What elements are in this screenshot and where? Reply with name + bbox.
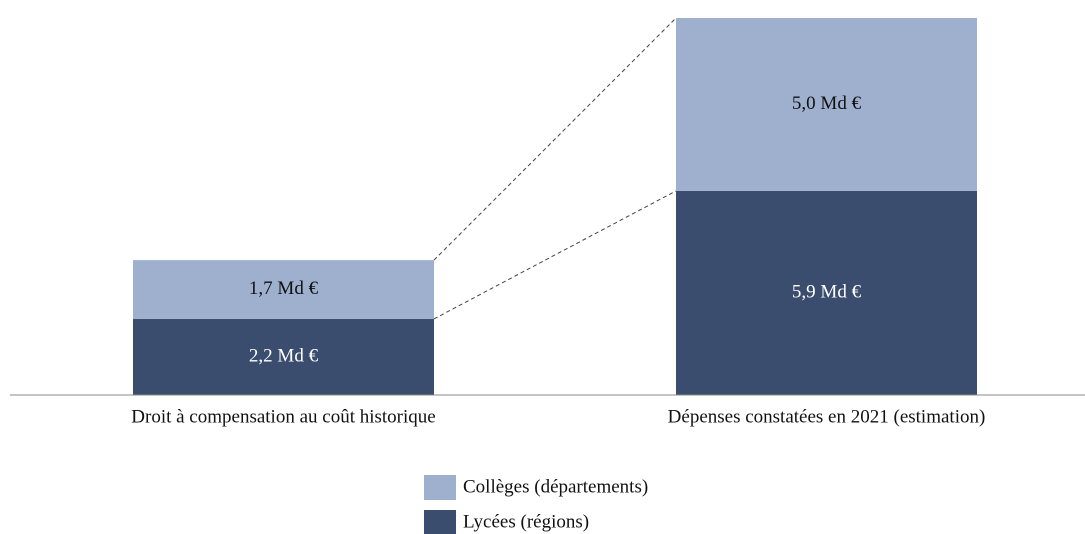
legend-swatch xyxy=(424,510,456,534)
value-label: 1,7 Md € xyxy=(249,278,319,299)
legend-label: Collèges (départements) xyxy=(463,476,648,497)
legend-label: Lycées (régions) xyxy=(463,511,589,532)
value-label: 5,0 Md € xyxy=(792,93,862,114)
legend-swatch xyxy=(424,475,456,500)
x-tick-label: Dépenses constatées en 2021 (estimation) xyxy=(668,406,986,427)
connector xyxy=(433,190,677,320)
value-label: 2,2 Md € xyxy=(249,345,319,366)
bar-segment xyxy=(676,18,977,191)
connector xyxy=(433,17,677,261)
bar-segment xyxy=(133,260,434,319)
bar-segment xyxy=(133,318,434,395)
bar-segment xyxy=(676,190,977,395)
value-label: 5,9 Md € xyxy=(792,281,862,302)
x-tick-label: Droit à compensation au coût historique xyxy=(131,406,435,427)
